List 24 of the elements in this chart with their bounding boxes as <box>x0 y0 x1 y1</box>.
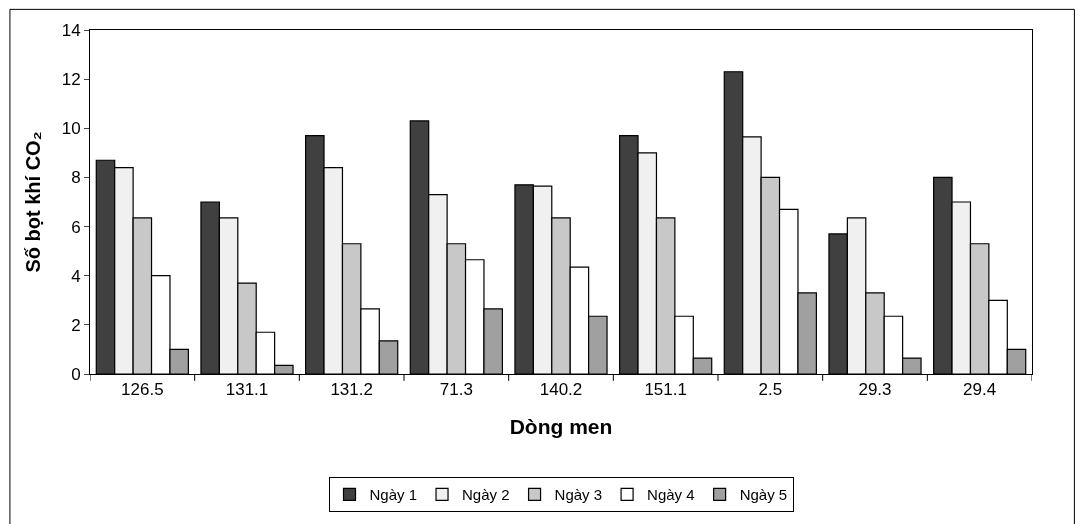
legend-label: Ngày 3 <box>554 486 603 504</box>
y-tick-label: 8 <box>71 168 81 188</box>
legend-label: Ngày 1 <box>369 486 418 504</box>
y-tick-label: 2 <box>71 315 81 335</box>
x-tick-label: 131.1 <box>225 380 269 400</box>
legend-label: Ngày 2 <box>462 486 510 504</box>
y-tick-label: 12 <box>61 70 81 90</box>
y-tick-label: 4 <box>71 266 81 286</box>
x-tick-label: 151.1 <box>644 380 687 400</box>
y-tick-label: 10 <box>61 119 81 139</box>
x-tick-label: 140.2 <box>539 380 583 400</box>
x-tick-label: 2.5 <box>758 380 783 400</box>
y-tick-label: 14 <box>61 20 81 40</box>
x-tick-label: 29.4 <box>963 380 997 400</box>
legend-label: Ngày 5 <box>739 486 788 504</box>
x-tick-label: 29.3 <box>858 380 892 400</box>
x-tick-label: 71.3 <box>439 380 473 400</box>
y-tick-label: 0 <box>71 364 81 384</box>
y-axis-title: Số bọt khí CO₂ <box>22 131 45 273</box>
y-tick-label: 6 <box>71 217 81 237</box>
x-axis-title: Dòng men <box>509 414 613 438</box>
legend-label: Ngày 4 <box>647 486 695 504</box>
x-tick-label: 131.2 <box>330 380 373 400</box>
x-tick-label: 126.5 <box>121 380 164 400</box>
